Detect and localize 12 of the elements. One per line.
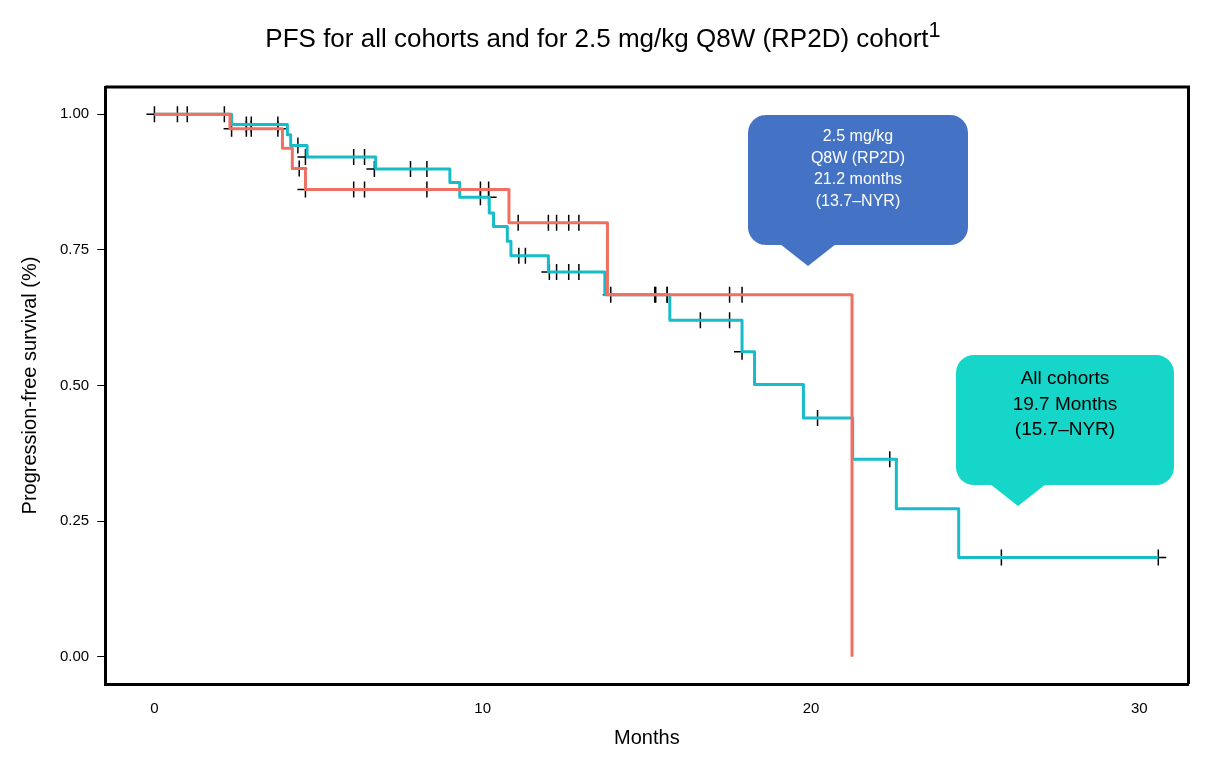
- y-tick-label: 1.00: [59, 104, 90, 122]
- y-tick-label: 0.75: [59, 239, 90, 257]
- y-tick-label: 0.50: [59, 375, 90, 393]
- y-axis-title: Progression-free survival (%): [17, 256, 40, 515]
- y-tick-label: 0.00: [59, 647, 90, 664]
- x-tick-label: 10: [474, 699, 492, 717]
- y-tick-label: 0.25: [59, 511, 90, 529]
- chart-title: PFS for all cohorts and for 2.5 mg/kg Q8W (RP2D) cohort$^{1}$: [264, 16, 942, 55]
- x-axis-title: Months: [614, 725, 680, 748]
- x-tick-label: 30: [1130, 699, 1148, 717]
- x-tick-label: 20: [802, 699, 820, 717]
- x-tick-label: 0: [150, 699, 159, 717]
